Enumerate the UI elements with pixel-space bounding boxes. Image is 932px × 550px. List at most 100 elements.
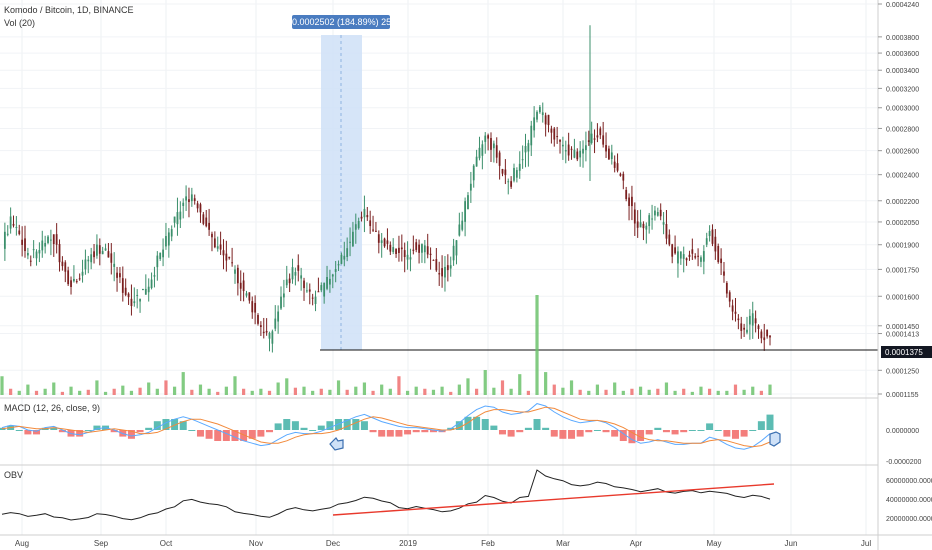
candle-body	[441, 268, 443, 277]
volume-bar	[207, 388, 211, 395]
volume-bar	[664, 382, 669, 395]
candle-body	[585, 145, 587, 151]
volume-bar	[121, 385, 125, 395]
candle-body	[61, 261, 64, 267]
candle-body	[619, 173, 622, 176]
macd-hist-bar	[671, 430, 679, 435]
macd-hist-bar	[24, 430, 32, 435]
candle-body	[492, 143, 495, 149]
candle-body	[544, 115, 547, 125]
volume-bar	[742, 389, 746, 395]
candle-body	[202, 214, 205, 224]
macd-hist-bar	[516, 430, 524, 433]
candle-body	[3, 231, 6, 249]
candle-body	[564, 150, 567, 152]
candle-body	[461, 220, 464, 230]
candle-body	[107, 251, 110, 258]
volume-bar	[509, 388, 513, 395]
candle-body	[725, 282, 728, 294]
candle-body	[193, 198, 196, 201]
macd-hist-bar	[309, 430, 317, 431]
macd-hist-bar	[542, 427, 550, 430]
candle-body	[654, 210, 656, 216]
volume-bar	[181, 372, 185, 395]
volume-bar	[544, 372, 548, 395]
candle-body	[610, 152, 613, 160]
macd-hist-bar	[369, 430, 377, 433]
candle-body	[530, 125, 533, 146]
candle-body	[754, 318, 757, 324]
candle-body	[599, 128, 602, 136]
candle-body	[484, 135, 487, 142]
price-axis[interactable]: 0.0004240 0.0003800 0.0003600 0.0003400 0.00…	[878, 2, 932, 523]
macd-hist-bar	[84, 430, 92, 431]
candle-body	[383, 238, 386, 247]
candle-body	[651, 218, 653, 220]
candle-body	[153, 275, 156, 277]
macd-hist-bar	[291, 421, 299, 430]
candle-body	[173, 216, 176, 223]
macd-hist-bar	[524, 427, 532, 430]
macd-hist-bar	[93, 425, 101, 430]
candle-body	[234, 269, 236, 274]
macd-hist-bar	[757, 421, 765, 430]
time-tick-label: Feb	[481, 539, 495, 548]
candle-body	[682, 254, 685, 259]
candle-body	[213, 238, 216, 248]
candle-body	[541, 112, 544, 116]
candle-body	[743, 327, 746, 330]
candle-body	[570, 148, 573, 150]
candle-body	[282, 293, 285, 298]
candle-body	[429, 253, 432, 256]
candle-body	[458, 224, 461, 236]
volume-bar	[405, 390, 410, 395]
candle-body	[26, 253, 29, 256]
candle-body	[75, 281, 78, 283]
candle-body	[124, 287, 127, 295]
macd-tick-label: -0.0000200	[886, 459, 922, 466]
current-price-value: 0.0001375	[885, 348, 923, 357]
candle-body	[159, 252, 162, 259]
volume-bars	[0, 295, 772, 395]
volume-bar	[147, 382, 151, 395]
candle-body	[596, 135, 599, 138]
candle-body	[32, 249, 35, 251]
macd-hist-bar	[628, 430, 636, 444]
obv-trend-line[interactable]	[332, 483, 775, 516]
candle-body	[556, 136, 559, 138]
macd-hist-bar	[179, 421, 187, 430]
time-axis[interactable]: Aug Sep Oct Nov Dec 2019 Feb Mar Apr May Jun Jul	[15, 539, 871, 548]
obv-tick-label: 60000000.0000	[886, 478, 932, 485]
candle-body	[386, 240, 389, 244]
candle-body	[81, 271, 84, 276]
candle-body	[605, 145, 607, 152]
candle-body	[219, 244, 222, 250]
price-tick-label: 0.0004240	[886, 2, 919, 9]
candle-body	[567, 144, 570, 156]
candle-body	[225, 253, 228, 261]
macd-hist-bar	[714, 430, 722, 431]
candle-body	[469, 183, 472, 191]
candle-body	[49, 239, 52, 241]
candle-body	[714, 236, 717, 252]
candle-body	[734, 311, 737, 314]
volume-bar	[285, 378, 289, 395]
candle-body	[518, 163, 521, 171]
volume-bar	[604, 389, 608, 395]
time-tick-label: 2019	[399, 539, 417, 548]
volume-bar	[414, 386, 418, 395]
candle-body	[746, 329, 748, 333]
macd-hist-bar	[723, 430, 731, 437]
candle-body	[582, 148, 584, 154]
candle-body	[73, 278, 75, 282]
macd-hist-bar	[637, 430, 645, 441]
macd-hist-bar	[15, 430, 23, 431]
macd-hist-bar	[611, 430, 619, 437]
candle-body	[398, 247, 400, 253]
time-tick-label: May	[706, 539, 721, 548]
candle-body	[133, 301, 136, 304]
candle-body	[708, 230, 711, 237]
volume-bar	[0, 376, 4, 395]
candle-body	[495, 145, 498, 158]
